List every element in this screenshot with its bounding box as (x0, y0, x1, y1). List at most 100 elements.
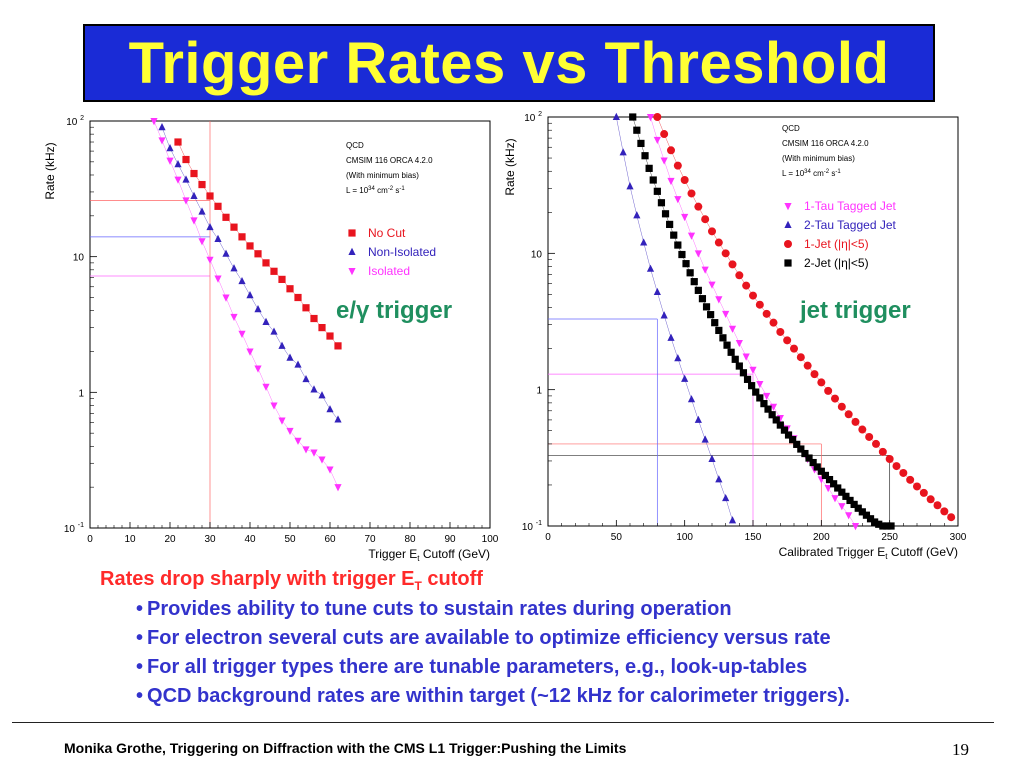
data-point (158, 123, 166, 131)
data-point (681, 213, 689, 222)
series-non-isolated (158, 123, 342, 423)
data-point (727, 348, 735, 356)
data-point (796, 353, 805, 362)
data-point (318, 456, 326, 464)
data-point (246, 242, 254, 250)
data-point (728, 260, 737, 269)
info-line: (With minimum bias) (782, 154, 855, 163)
data-point (719, 334, 727, 342)
data-point (707, 311, 715, 319)
data-point (831, 495, 839, 503)
y-tick-label: 10 (531, 249, 543, 260)
data-point (887, 522, 895, 530)
data-point (762, 309, 771, 318)
data-point (278, 417, 286, 425)
data-point (803, 361, 812, 370)
info-line: CMSIM 116 ORCA 4.2.0 (346, 156, 433, 165)
data-point (174, 138, 182, 146)
data-point (254, 304, 262, 313)
data-point (653, 136, 661, 145)
data-point (637, 139, 645, 148)
data-point (701, 215, 710, 224)
data-point (793, 440, 801, 448)
data-point (310, 314, 318, 323)
data-point (739, 369, 748, 377)
data-point (933, 501, 942, 510)
chart-label: e/γ trigger (336, 297, 452, 324)
series-line (161, 127, 339, 420)
data-point (254, 250, 262, 258)
data-point (708, 454, 716, 463)
data-point (722, 493, 730, 502)
data-point (318, 391, 326, 399)
legend-label: Non-Isolated (368, 245, 436, 259)
data-point (728, 325, 737, 333)
legend-marker (348, 229, 356, 237)
data-point (660, 157, 668, 165)
series-1-tau-tagged-jet (646, 114, 860, 531)
data-point (206, 256, 214, 264)
series-no-cut (174, 138, 342, 350)
data-point (182, 175, 190, 183)
x-tick-label: 100 (482, 534, 499, 545)
data-point (708, 281, 716, 289)
info-line: QCD (782, 124, 800, 133)
y-tick-label: 10 2 (66, 115, 84, 128)
x-tick-label: 40 (244, 534, 256, 545)
data-point (310, 449, 318, 457)
legend-label: 2-Jet (|η|<5) (804, 256, 869, 270)
x-tick-label: 30 (204, 534, 216, 545)
data-point (278, 341, 286, 349)
data-point (731, 355, 739, 363)
data-point (842, 492, 850, 500)
legend-label: 2-Tau Tagged Jet (804, 218, 897, 232)
data-point (817, 378, 826, 387)
data-point (626, 182, 634, 190)
data-point (913, 482, 921, 491)
data-point (674, 241, 682, 249)
data-point (649, 176, 657, 184)
bullet-item: Provides ability to tune cuts to sustain… (136, 598, 1000, 621)
data-point (831, 394, 839, 403)
data-point (222, 249, 230, 257)
info-line: CMSIM 116 ORCA 4.2.0 (782, 139, 869, 148)
data-point (294, 293, 302, 302)
x-tick-label: 150 (745, 532, 762, 543)
y-tick-label: 10 2 (524, 111, 542, 124)
x-tick-label: 200 (813, 532, 830, 543)
x-tick-label: 300 (950, 532, 967, 543)
slide-title: Trigger Rates vs Threshold (128, 30, 890, 96)
data-point (844, 410, 853, 419)
data-point (742, 281, 751, 290)
data-point (723, 341, 731, 349)
data-point (851, 523, 860, 531)
info-line: L = 1034 cm-2 s-1 (782, 169, 841, 178)
bullet-headline: Rates drop sharply with trigger ET cutof… (100, 568, 483, 593)
data-point (629, 113, 637, 121)
data-point (646, 264, 655, 272)
data-point (682, 260, 690, 268)
data-point (698, 295, 707, 303)
data-point (302, 446, 310, 454)
data-point (858, 508, 866, 516)
data-point (653, 113, 662, 121)
jet-rate-chart: 0 50 100 150 200 250 300 10 -1 1 10 10 2 Rate (kHz)… (503, 111, 967, 561)
data-point (667, 146, 675, 155)
data-point (813, 463, 821, 471)
data-point (270, 402, 278, 410)
data-point (246, 348, 254, 356)
legend-marker (784, 203, 792, 211)
data-point (940, 507, 949, 516)
data-point (222, 294, 230, 302)
y-axis-label: Rate (kHz) (503, 138, 517, 195)
data-point (653, 187, 661, 195)
x-tick-label: 0 (87, 534, 93, 545)
data-point (262, 259, 270, 267)
x-tick-label: 250 (881, 532, 898, 543)
data-point (222, 213, 230, 221)
data-point (206, 222, 214, 231)
data-point (708, 227, 716, 236)
data-point (854, 504, 862, 512)
data-point (764, 405, 772, 413)
data-point (270, 327, 278, 335)
